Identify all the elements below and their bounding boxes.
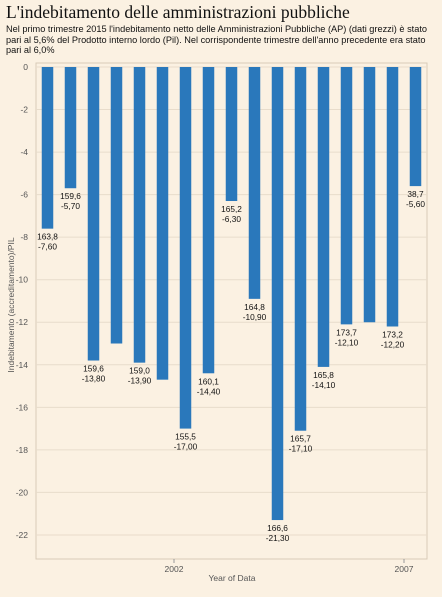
y-tick-label: -18 xyxy=(16,445,29,455)
chart-subtitle: Nel primo trimestre 2015 l'indebitamento… xyxy=(6,24,427,56)
bars xyxy=(41,67,422,521)
bar xyxy=(340,67,353,325)
data-label-top: 165,8 xyxy=(313,370,334,380)
data-label-top: 38,7 xyxy=(407,189,424,199)
y-tick-label: -20 xyxy=(16,487,29,497)
data-label-top: 165,7 xyxy=(290,434,311,444)
data-label-bottom: -10,90 xyxy=(243,312,267,322)
data-label-top: 155,5 xyxy=(175,432,196,442)
plot-area xyxy=(35,62,428,560)
data-label-bottom: -17,10 xyxy=(289,444,313,454)
bar xyxy=(87,67,100,361)
bar xyxy=(202,67,215,374)
bar xyxy=(225,67,238,202)
y-tick-label: -14 xyxy=(16,360,29,370)
y-tick-label: -4 xyxy=(20,147,28,157)
data-label-top: 173,2 xyxy=(382,329,403,339)
x-axis-title: Year of Data xyxy=(209,573,256,583)
data-label-bottom: -5,70 xyxy=(61,201,80,211)
data-label-bottom: -13,90 xyxy=(128,376,152,386)
data-label-top: 159,6 xyxy=(60,191,81,201)
bar xyxy=(317,67,330,367)
bar xyxy=(363,67,376,323)
x-tick-label: 2007 xyxy=(395,564,414,574)
y-axis-title: Indebitamento (accreditamento)/PIL xyxy=(6,237,16,372)
bar xyxy=(156,67,169,380)
x-axis-ticks: 200220072012 xyxy=(165,559,414,574)
bar xyxy=(110,67,123,344)
plot-border xyxy=(35,62,428,560)
data-label-top: 159,6 xyxy=(83,364,104,374)
data-label-bottom: -7,60 xyxy=(38,242,57,252)
bar xyxy=(294,67,307,431)
y-tick-label: -2 xyxy=(20,105,28,115)
y-tick-label: -22 xyxy=(16,530,29,540)
y-tick-label: -8 xyxy=(20,232,28,242)
data-label-top: 166,6 xyxy=(267,523,288,533)
data-label-top: 173,7 xyxy=(336,327,357,337)
bar xyxy=(248,67,261,299)
data-label-bottom: -6,30 xyxy=(222,214,241,224)
y-tick-label: -10 xyxy=(16,275,29,285)
y-axis-ticks: 0 -2 -4 -6 -8 -10 -12 -14 -16 -18 -20 -22 xyxy=(16,62,29,540)
data-label-top: 164,8 xyxy=(244,302,265,312)
chart-title: L'indebitamento delle amministrazioni pu… xyxy=(6,2,350,22)
data-label-top: 165,2 xyxy=(221,204,242,214)
data-labels: 163,8-7,60159,6-5,70159,6-13,80159,0-13,… xyxy=(37,189,425,543)
bar xyxy=(64,67,77,189)
bar xyxy=(41,67,54,229)
data-label-bottom: -14,10 xyxy=(312,380,336,390)
data-label-bottom: -13,80 xyxy=(82,374,106,384)
bar xyxy=(271,67,284,521)
bar xyxy=(133,67,146,363)
bar xyxy=(179,67,192,429)
y-tick-label: -6 xyxy=(20,190,28,200)
bar xyxy=(409,67,422,187)
data-label-bottom: -14,40 xyxy=(197,386,221,396)
data-label-bottom: -17,00 xyxy=(174,442,198,452)
data-label-top: 159,0 xyxy=(129,366,150,376)
data-label-bottom: -12,20 xyxy=(381,339,405,349)
data-label-bottom: -5,60 xyxy=(406,199,425,209)
y-tick-label: 0 xyxy=(23,62,28,72)
y-tick-label: -12 xyxy=(16,317,29,327)
x-tick-label: 2002 xyxy=(165,564,184,574)
data-label-top: 160,1 xyxy=(198,376,219,386)
y-tick-label: -16 xyxy=(16,402,29,412)
bar xyxy=(386,67,399,327)
data-label-bottom: -12,10 xyxy=(335,337,359,347)
data-label-top: 163,8 xyxy=(37,232,58,242)
data-label-bottom: -21,30 xyxy=(266,533,290,543)
